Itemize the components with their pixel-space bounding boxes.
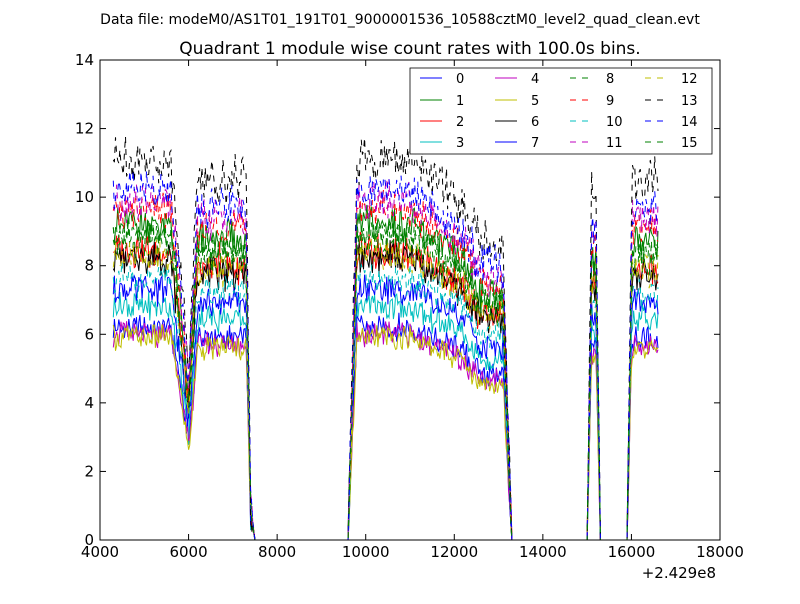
series-line-3	[112, 291, 659, 540]
legend-label-0: 0	[456, 72, 464, 87]
x-tick-label: 4000	[81, 543, 119, 561]
y-tick-label: 0	[84, 531, 94, 549]
legend-label-10: 10	[606, 115, 623, 130]
series-layer	[112, 136, 659, 540]
legend-label-15: 15	[681, 136, 698, 151]
legend-label-6: 6	[531, 115, 539, 130]
series-line-5	[112, 324, 659, 540]
x-tick-label: 14000	[519, 543, 567, 561]
suptitle: Data file: modeM0/AS1T01_191T01_90000015…	[100, 12, 700, 28]
legend-label-12: 12	[681, 72, 698, 87]
legend-label-14: 14	[681, 115, 698, 130]
y-tick-label: 4	[84, 394, 94, 412]
x-tick-label: 12000	[430, 543, 478, 561]
x-offset-label: +2.429e8	[642, 564, 716, 582]
y-tick-label: 6	[84, 325, 94, 343]
x-tick-label: 18000	[696, 543, 744, 561]
x-tick-label: 8000	[258, 543, 296, 561]
y-tick-label: 14	[75, 51, 94, 69]
series-line-2	[113, 231, 659, 540]
plot-frame	[99, 59, 721, 541]
series-line-6	[112, 240, 659, 540]
x-tick-label: 6000	[169, 543, 207, 561]
legend-label-4: 4	[531, 72, 539, 87]
series-line-10	[112, 261, 659, 540]
series-line-11	[112, 178, 659, 540]
legend-label-13: 13	[681, 94, 698, 109]
series-line-15	[112, 214, 659, 540]
legend-label-9: 9	[606, 94, 614, 109]
legend-label-11: 11	[606, 136, 623, 151]
legend-label-1: 1	[456, 94, 464, 109]
series-line-13	[112, 136, 659, 540]
series-line-9	[112, 189, 659, 540]
legend-label-8: 8	[606, 72, 614, 87]
y-tick-label: 8	[84, 257, 94, 275]
legend-label-7: 7	[531, 136, 539, 151]
legend-label-2: 2	[456, 115, 464, 130]
legend-label-3: 3	[456, 136, 464, 151]
series-line-7	[112, 274, 659, 540]
y-tick-label: 12	[75, 120, 94, 138]
series-line-14	[112, 170, 659, 540]
series-line-4	[112, 321, 659, 540]
y-tick-label: 10	[75, 188, 94, 206]
ticks-layer: 4000 6000 8000 10000 12000 14000 16000 18000 0 2 4…	[75, 51, 744, 561]
y-tick-label: 2	[84, 462, 94, 480]
legend-box	[409, 67, 713, 155]
x-tick-label: 10000	[342, 543, 390, 561]
series-line-1	[112, 204, 659, 540]
x-tick-label: 16000	[608, 543, 656, 561]
chart-title: Quadrant 1 module wise count rates with …	[179, 39, 640, 59]
legend-label-5: 5	[531, 94, 539, 109]
